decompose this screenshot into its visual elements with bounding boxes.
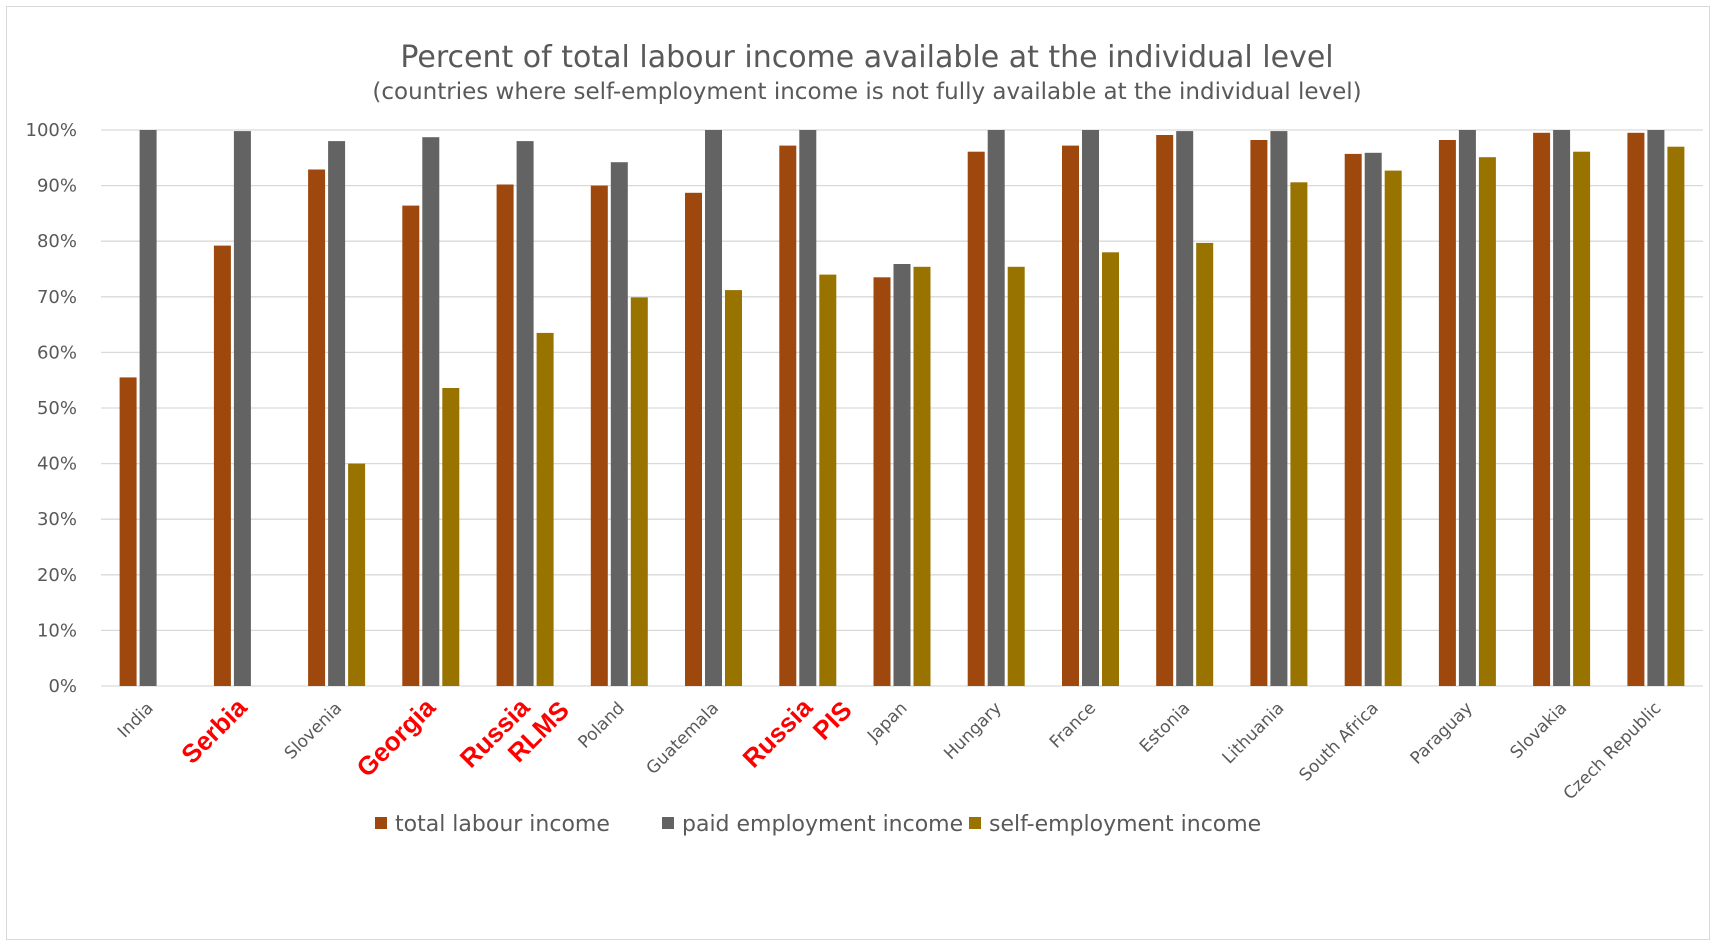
bar-paid-employment-income [1270,131,1288,687]
y-tick-label: 80% [37,231,77,252]
bar-total-labour-income [590,185,608,686]
bar-paid-employment-income [516,141,534,687]
x-tick-label: Georgia [350,692,441,783]
bar-paid-employment-income [1082,130,1099,686]
bars [119,130,1685,687]
x-tick-label: Paraguay [1407,698,1477,768]
chart-frame: Percent of total labour income available… [6,6,1710,940]
x-tick-label: Guatemala [643,698,723,778]
y-tick-label: 50% [37,398,77,419]
bar-paid-employment-income [1458,130,1476,686]
bar-paid-employment-income [1364,152,1382,687]
x-tick-label: France [1046,698,1100,752]
x-tick-label: RussiaRLMS [454,674,575,795]
bar-self-employment-income [1007,266,1025,686]
bar-total-labour-income [1156,135,1174,686]
bar-paid-employment-income [987,130,1005,686]
bar-paid-employment-income [799,130,817,686]
bar-total-labour-income [1627,132,1645,687]
legend-swatch [969,817,981,829]
bar-paid-employment-income [328,141,346,687]
x-tick-label: Lithuania [1219,698,1289,768]
x-tick-label: Hungary [940,698,1005,763]
bar-self-employment-income [1102,252,1119,687]
bar-paid-employment-income [1647,130,1665,686]
bar-total-labour-income [1250,140,1268,686]
bar-paid-employment-income [139,130,157,686]
bar-paid-employment-income [893,264,911,686]
x-tick-label: Japan [863,698,911,746]
bar-self-employment-income [1196,242,1214,686]
legend-swatch [375,817,387,829]
bar-paid-employment-income [705,130,722,686]
chart-title: Percent of total labour income available… [400,40,1333,75]
x-tick-label: Slovenia [281,698,346,763]
bar-paid-employment-income [1553,130,1571,686]
bar-self-employment-income [1384,170,1402,687]
bar-total-labour-income [873,277,891,686]
legend: total labour income paid employment incom… [375,812,1261,837]
y-tick-label: 70% [37,287,77,308]
bar-total-labour-income [1533,132,1551,687]
bar-total-labour-income [779,145,797,687]
bar-total-labour-income [1438,140,1456,686]
y-axis-ticks: 0% 10% 20% 30% 40% 50% 60% 70% 80% 90% 100% [26,120,77,697]
bar-self-employment-income [630,297,648,686]
bar-self-employment-income [725,290,742,686]
bar-self-employment-income [536,332,554,686]
x-tick-label: Poland [575,698,629,752]
y-tick-label: 40% [37,454,77,475]
chart-subtitle: (countries where self-employment income … [372,79,1361,105]
bar-self-employment-income [348,463,366,686]
bar-total-labour-income [402,205,420,686]
bar-paid-employment-income [610,162,628,686]
bar-total-labour-income [685,192,702,687]
x-tick-label: RussiaPIS [737,674,858,795]
y-tick-label: 0% [48,676,77,697]
x-tick-label: Serbia [175,692,253,770]
bar-total-labour-income [213,245,231,686]
y-tick-label: 60% [37,342,77,363]
x-tick-label: Estonia [1136,698,1194,756]
x-tick-label: South Africa [1296,698,1383,785]
bar-total-labour-income [1062,145,1079,687]
y-tick-label: 90% [37,176,77,197]
bar-self-employment-income [442,388,460,686]
bar-self-employment-income [1667,146,1685,686]
x-tick-label: Slovakia [1507,698,1572,763]
bar-paid-employment-income [1176,131,1194,687]
bar-paid-employment-income [422,137,440,686]
x-axis-ticks: India Serbia Slovenia Georgia RussiaRLMS Pola… [114,674,1666,804]
bar-total-labour-income [967,151,985,686]
bar-total-labour-income [119,377,137,686]
legend-label: total labour income [395,812,610,837]
bar-total-labour-income [1344,153,1362,686]
y-tick-label: 100% [26,120,77,141]
bar-chart: Percent of total labour income available… [26,40,1703,837]
bar-self-employment-income [913,266,931,686]
y-tick-label: 30% [37,509,77,530]
bar-paid-employment-income [233,131,251,687]
legend-label: paid employment income [682,812,963,837]
x-tick-label: Czech Republic [1560,698,1666,804]
legend-swatch [662,817,674,829]
legend-label: self-employment income [989,812,1261,837]
y-tick-label: 10% [37,620,77,641]
bar-total-labour-income [496,184,514,686]
bar-self-employment-income [1478,157,1496,686]
x-tick-label: India [114,698,158,742]
bar-total-labour-income [308,169,326,686]
bar-self-employment-income [1290,182,1308,687]
y-tick-label: 20% [37,565,77,586]
bar-self-employment-income [1573,151,1591,686]
bar-self-employment-income [819,274,837,686]
